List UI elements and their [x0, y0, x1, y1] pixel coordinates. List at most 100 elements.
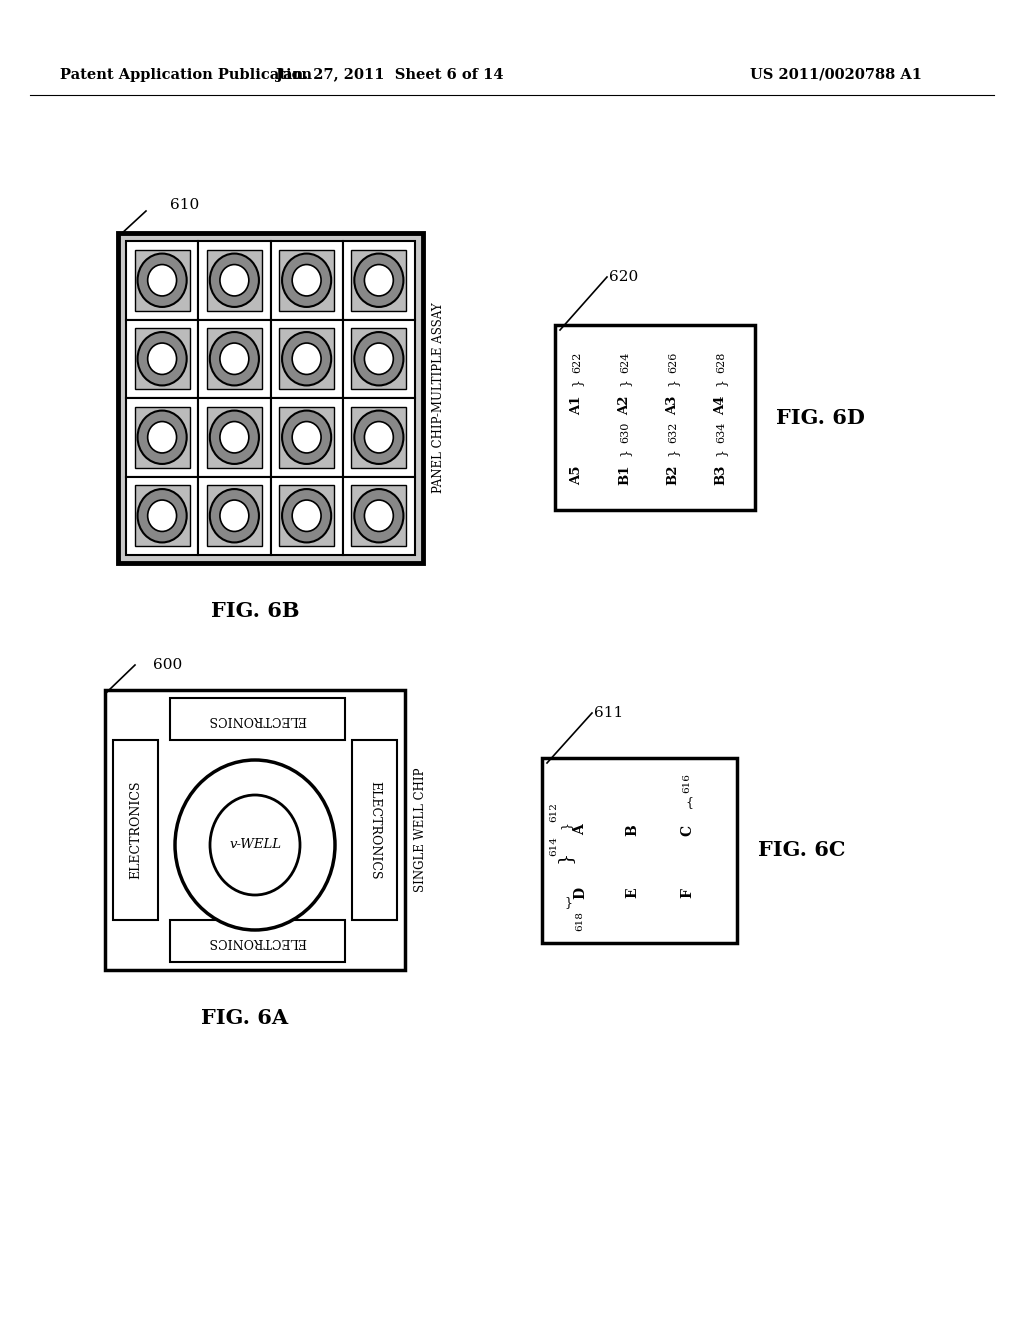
Bar: [126, 399, 199, 477]
Bar: [207, 329, 262, 389]
Ellipse shape: [210, 411, 259, 463]
Text: 610: 610: [170, 198, 200, 213]
Text: C: C: [680, 825, 694, 836]
Text: }: }: [715, 447, 727, 455]
Text: }: }: [564, 896, 572, 909]
Ellipse shape: [147, 264, 176, 296]
Ellipse shape: [220, 500, 249, 532]
Bar: [351, 249, 407, 310]
Bar: [280, 249, 334, 310]
Ellipse shape: [365, 500, 393, 532]
Bar: [105, 690, 406, 970]
Text: Patent Application Publication: Patent Application Publication: [60, 69, 312, 82]
Text: 611: 611: [594, 706, 624, 719]
Text: }: }: [683, 795, 691, 808]
Ellipse shape: [282, 488, 331, 543]
Ellipse shape: [354, 253, 403, 308]
Text: A3: A3: [667, 395, 680, 414]
Bar: [270, 242, 343, 319]
Text: FIG. 6C: FIG. 6C: [758, 841, 846, 861]
Bar: [270, 319, 343, 399]
Ellipse shape: [147, 500, 176, 532]
Bar: [113, 741, 158, 920]
Ellipse shape: [292, 500, 322, 532]
Bar: [135, 407, 189, 467]
Text: B2: B2: [667, 465, 680, 486]
Text: FIG. 6B: FIG. 6B: [211, 601, 300, 620]
Ellipse shape: [220, 264, 249, 296]
Bar: [270, 477, 343, 554]
Ellipse shape: [147, 421, 176, 453]
Bar: [126, 477, 199, 554]
Text: PANEL CHIP-MULTIPLE ASSAY: PANEL CHIP-MULTIPLE ASSAY: [432, 302, 445, 494]
Bar: [126, 319, 199, 399]
Ellipse shape: [210, 488, 259, 543]
Ellipse shape: [365, 343, 393, 375]
Text: E: E: [625, 887, 639, 899]
Text: }: }: [559, 821, 572, 829]
Text: B1: B1: [618, 465, 632, 486]
Text: 614: 614: [550, 837, 558, 857]
Ellipse shape: [210, 795, 300, 895]
Text: FIG. 6A: FIG. 6A: [202, 1008, 289, 1028]
Bar: [555, 325, 755, 510]
Bar: [351, 407, 407, 467]
Bar: [135, 249, 189, 310]
Ellipse shape: [137, 488, 186, 543]
Ellipse shape: [365, 264, 393, 296]
Text: ELECTRONICS: ELECTRONICS: [208, 935, 307, 948]
Bar: [135, 486, 189, 546]
Ellipse shape: [210, 333, 259, 385]
Text: F: F: [680, 888, 694, 898]
Bar: [343, 477, 415, 554]
Bar: [351, 329, 407, 389]
Ellipse shape: [282, 333, 331, 385]
Bar: [280, 486, 334, 546]
Text: A5: A5: [570, 465, 584, 484]
Text: FIG. 6D: FIG. 6D: [775, 408, 864, 428]
Ellipse shape: [137, 253, 186, 308]
Text: }: }: [715, 378, 727, 385]
Bar: [207, 249, 262, 310]
Text: ELECTRONICS: ELECTRONICS: [208, 713, 307, 726]
Text: B: B: [625, 824, 639, 836]
Text: A: A: [573, 825, 587, 836]
Bar: [207, 407, 262, 467]
Ellipse shape: [220, 343, 249, 375]
Text: v-WELL: v-WELL: [229, 838, 281, 851]
Bar: [170, 698, 345, 741]
Text: 632: 632: [668, 421, 678, 442]
Text: }: }: [570, 378, 584, 385]
Text: 600: 600: [153, 657, 182, 672]
Text: 620: 620: [609, 271, 638, 284]
Ellipse shape: [292, 421, 322, 453]
Text: 630: 630: [620, 421, 630, 442]
Ellipse shape: [282, 411, 331, 463]
Ellipse shape: [365, 421, 393, 453]
Text: 624: 624: [620, 351, 630, 372]
Text: 618: 618: [575, 911, 585, 931]
Bar: [343, 319, 415, 399]
Text: }: }: [556, 850, 574, 863]
Ellipse shape: [137, 411, 186, 463]
Ellipse shape: [220, 421, 249, 453]
Ellipse shape: [354, 333, 403, 385]
Ellipse shape: [147, 343, 176, 375]
Text: A2: A2: [618, 395, 632, 414]
Bar: [207, 486, 262, 546]
Bar: [199, 477, 270, 554]
Bar: [280, 329, 334, 389]
Ellipse shape: [354, 488, 403, 543]
Ellipse shape: [292, 264, 322, 296]
Text: A4: A4: [715, 395, 727, 414]
Text: 628: 628: [716, 351, 726, 372]
Bar: [126, 242, 199, 319]
Ellipse shape: [210, 253, 259, 308]
Text: 616: 616: [683, 774, 691, 793]
Bar: [199, 319, 270, 399]
Bar: [135, 329, 189, 389]
Ellipse shape: [282, 253, 331, 308]
Text: SINGLE WELL CHIP: SINGLE WELL CHIP: [415, 768, 427, 892]
Ellipse shape: [137, 333, 186, 385]
Bar: [118, 234, 423, 564]
